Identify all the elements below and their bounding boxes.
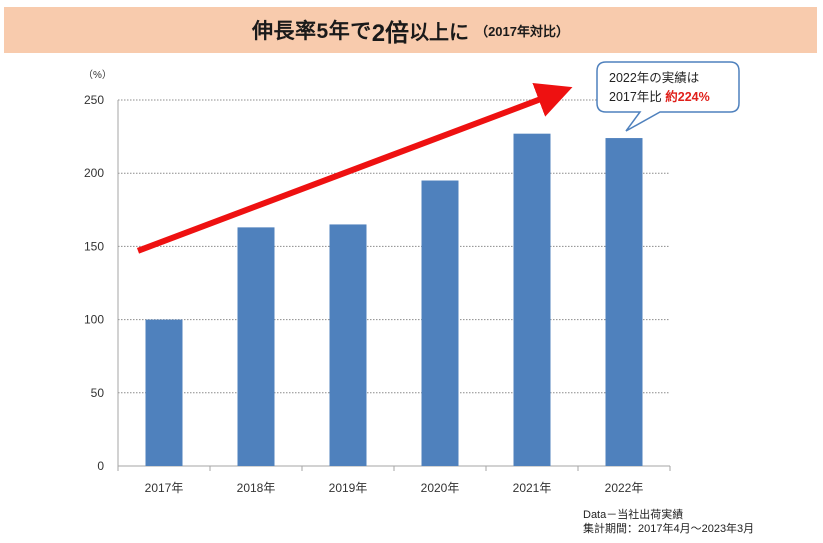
- title-banner: 伸長率5年で 2倍 以上に （2017年対比）: [4, 7, 817, 53]
- x-tick-label: 2019年: [329, 481, 368, 495]
- callout-line1: 2022年の実績は: [609, 71, 700, 85]
- title-part1: 伸長率5年で: [252, 20, 372, 43]
- x-tick-label: 2021年: [513, 481, 552, 495]
- bar-2020年: [421, 180, 459, 466]
- callout-highlight: 約224%: [665, 90, 710, 104]
- x-tick-label: 2022年: [605, 481, 644, 495]
- y-tick-label: 50: [91, 386, 105, 400]
- callout-text: 2022年の実績は 2017年比 約224%: [609, 69, 710, 107]
- bar-2022年: [605, 138, 643, 466]
- title-part2: 2倍: [371, 19, 410, 47]
- x-tick-label: 2018年: [237, 481, 276, 495]
- footnote: Data－当社出荷実績 集計期間：2017年4月～2023年3月: [583, 508, 754, 536]
- bar-2017年: [145, 319, 183, 466]
- bar-2018年: [237, 227, 275, 466]
- title-part3: 以上に: [409, 21, 470, 44]
- bar-2021年: [513, 133, 551, 466]
- x-tick-label: 2020年: [421, 481, 460, 495]
- y-tick-label: 150: [84, 239, 104, 253]
- y-axis-unit-label: （%）: [83, 70, 112, 81]
- title-part4: （2017年対比）: [475, 23, 569, 39]
- callout-bubble: [596, 61, 740, 132]
- y-tick-label: 200: [84, 166, 104, 180]
- y-tick-label: 100: [84, 313, 104, 327]
- trend-arrow: [136, 82, 573, 254]
- x-tick-label: 2017年: [145, 481, 184, 495]
- footnote-period: 集計期間：2017年4月～2023年3月: [583, 523, 755, 535]
- callout-line2-prefix: 2017年比: [609, 90, 666, 104]
- footnote-source: Data－当社出荷実績: [583, 509, 684, 521]
- y-tick-label: 250: [84, 93, 104, 107]
- bar-2019年: [329, 224, 367, 466]
- callout-line2: 2017年比 約224%: [609, 88, 710, 107]
- y-tick-label: 0: [97, 459, 104, 473]
